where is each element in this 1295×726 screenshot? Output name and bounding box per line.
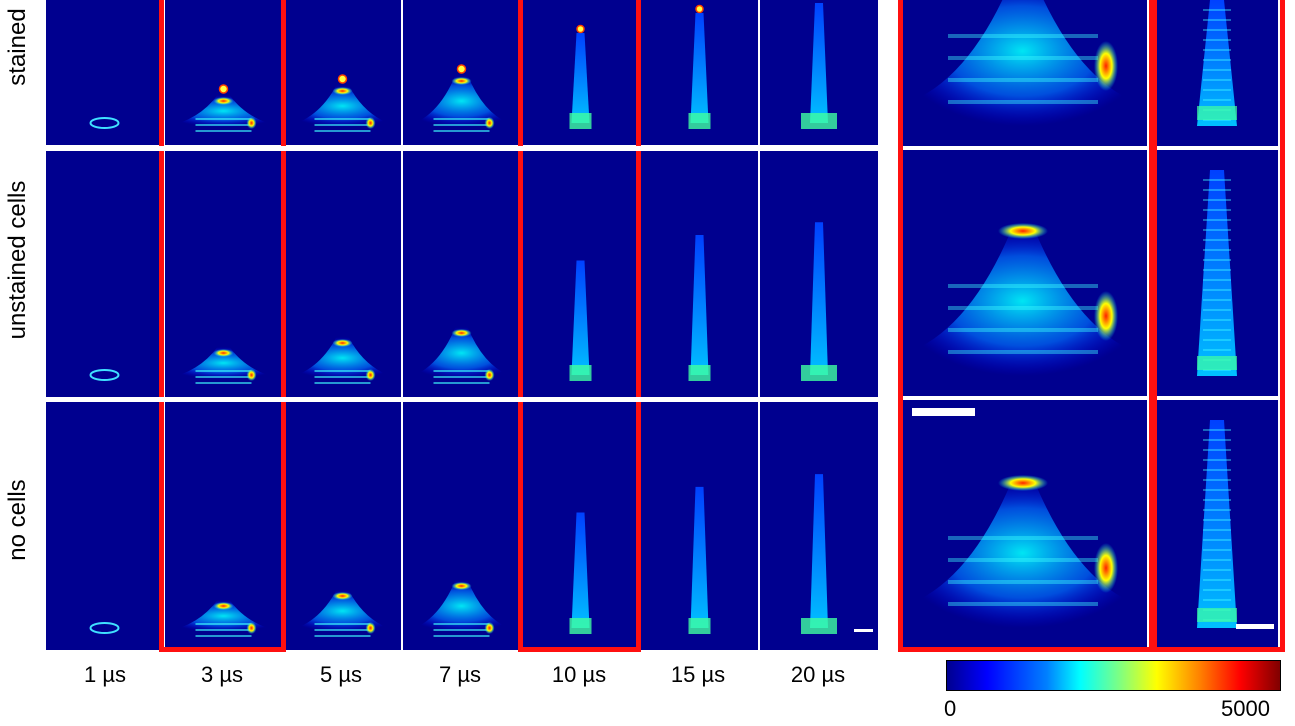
colorbar-max-label: 5000: [1221, 696, 1270, 721]
zoomed-image-panels: [898, 0, 1283, 650]
row-separator: [46, 146, 878, 151]
image-cell-r1-c4: [403, 0, 520, 145]
jet-shape: [1197, 0, 1237, 126]
col-label-7us: 7 µs: [438, 662, 482, 687]
droplet-shape: [284, 590, 401, 632]
jet-shape: [571, 33, 590, 123]
jet-shape: [1197, 420, 1237, 628]
colorbar: [946, 660, 1281, 691]
time-lapse-image-grid: [46, 0, 878, 650]
image-cell-r3-c5: [522, 402, 639, 650]
image-cell-r3-c3: [284, 402, 401, 650]
jet-shape: [571, 512, 590, 628]
jet-shape: [571, 260, 590, 375]
image-cell-r3-c7: [760, 402, 878, 650]
image-cell-r2-c1: [46, 151, 163, 397]
scale-bar: [854, 629, 873, 632]
col-label-10us: 10 µs: [551, 662, 607, 687]
col-label-3us: 3 µs: [200, 662, 244, 687]
droplet-shape: [898, 226, 1147, 376]
droplet-shape: [284, 337, 401, 379]
zoom-cell-3us-r2: [898, 150, 1147, 396]
zoom-cell-3us-r3: [898, 400, 1147, 648]
image-cell-r2-c4: [403, 151, 520, 397]
droplet-shape: [89, 117, 120, 129]
row-separator: [46, 397, 878, 402]
image-cell-r3-c4: [403, 402, 520, 650]
colorbar-min-label: 0: [944, 696, 957, 721]
droplet-shape: [898, 478, 1147, 628]
zoom-cell-10us-r2: [1157, 150, 1278, 396]
jet-shape: [810, 474, 828, 628]
droplet-shape: [403, 75, 520, 127]
zoom-scale-bar-small: [1236, 624, 1274, 629]
droplet-shape: [403, 327, 520, 379]
row-label-unstained-cells: unstained cells: [4, 180, 31, 340]
col-label-5us: 5 µs: [319, 662, 363, 687]
image-cell-r1-c2: [165, 0, 282, 145]
jet-shape: [690, 235, 709, 375]
image-cell-r2-c7: [760, 151, 878, 397]
col-label-20us: 20 µs: [790, 662, 846, 687]
row-label-stained: stained: [4, 8, 31, 86]
image-cell-r1-c6: [641, 0, 758, 145]
droplet-shape: [284, 85, 401, 127]
image-cell-r3-c1: [46, 402, 163, 650]
droplet-shape: [898, 0, 1147, 126]
col-label-1us: 1 µs: [83, 662, 127, 687]
jet-shape: [690, 13, 709, 123]
row-label-no-cells: no cells: [4, 479, 31, 561]
jet-shape: [810, 3, 828, 123]
image-cell-r1-c1: [46, 0, 163, 145]
image-cell-r1-c3: [284, 0, 401, 145]
zoom-cell-10us-r3: [1157, 400, 1278, 648]
zoom-cell-3us-r1: [898, 0, 1147, 146]
image-cell-r2-c5: [522, 151, 639, 397]
jet-shape: [810, 222, 828, 375]
jet-shape: [690, 486, 709, 628]
image-cell-r1-c7: [760, 0, 878, 145]
zoom-scale-bar-large: [912, 408, 975, 416]
droplet-shape: [89, 369, 120, 381]
image-cell-r2-c3: [284, 151, 401, 397]
zoom-cell-10us-r1: [1157, 0, 1278, 146]
image-cell-r3-c6: [641, 402, 758, 650]
col-label-15us: 15 µs: [670, 662, 726, 687]
droplet-shape: [403, 580, 520, 632]
image-cell-r1-c5: [522, 0, 639, 145]
image-cell-r2-c2: [165, 151, 282, 397]
image-cell-r3-c2: [165, 402, 282, 650]
droplet-shape: [89, 622, 120, 634]
image-cell-r2-c6: [641, 151, 758, 397]
jet-shape: [1197, 170, 1237, 376]
